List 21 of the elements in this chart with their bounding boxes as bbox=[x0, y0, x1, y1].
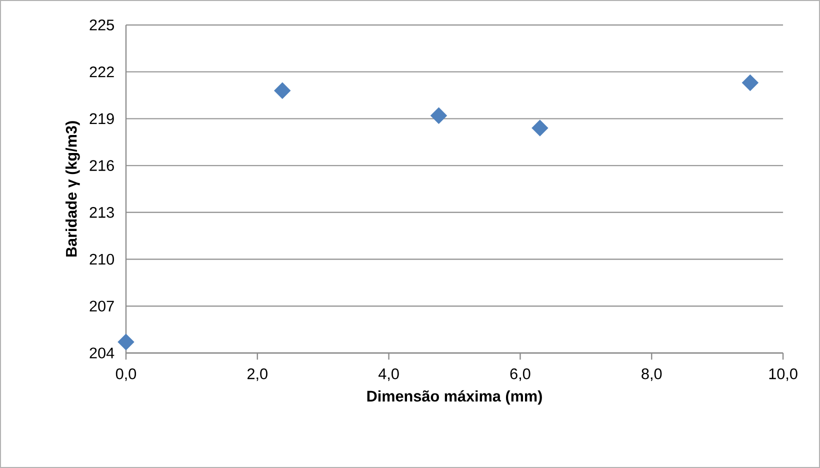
y-tick-label: 225 bbox=[90, 20, 114, 30]
x-tick-label: 2,0 bbox=[248, 368, 268, 382]
x-tick-label: 10,0 bbox=[769, 368, 798, 382]
y-tick-label: 207 bbox=[90, 300, 114, 312]
x-tick-label: 0,0 bbox=[116, 368, 136, 382]
y-tick-label: 219 bbox=[90, 113, 114, 124]
x-tick-label: 4,0 bbox=[378, 368, 399, 382]
y-tick-label: 210 bbox=[90, 254, 114, 265]
point bbox=[430, 107, 448, 124]
y-tick-label: 216 bbox=[90, 160, 114, 171]
x-axis-title: Dimensão máxima (mm) bbox=[367, 390, 542, 405]
point bbox=[274, 82, 291, 99]
point bbox=[532, 120, 548, 136]
x-tick-label: 8,0 bbox=[642, 368, 662, 382]
point bbox=[118, 334, 134, 350]
y-tick-label: 213 bbox=[90, 206, 114, 218]
x-tick-label: 6,0 bbox=[510, 368, 530, 382]
point bbox=[742, 74, 758, 92]
y-tick-label: 204 bbox=[90, 348, 114, 358]
y-tick-label: 222 bbox=[90, 66, 114, 78]
y-axis-title: Baridade γ (kg/m3) bbox=[66, 121, 80, 257]
